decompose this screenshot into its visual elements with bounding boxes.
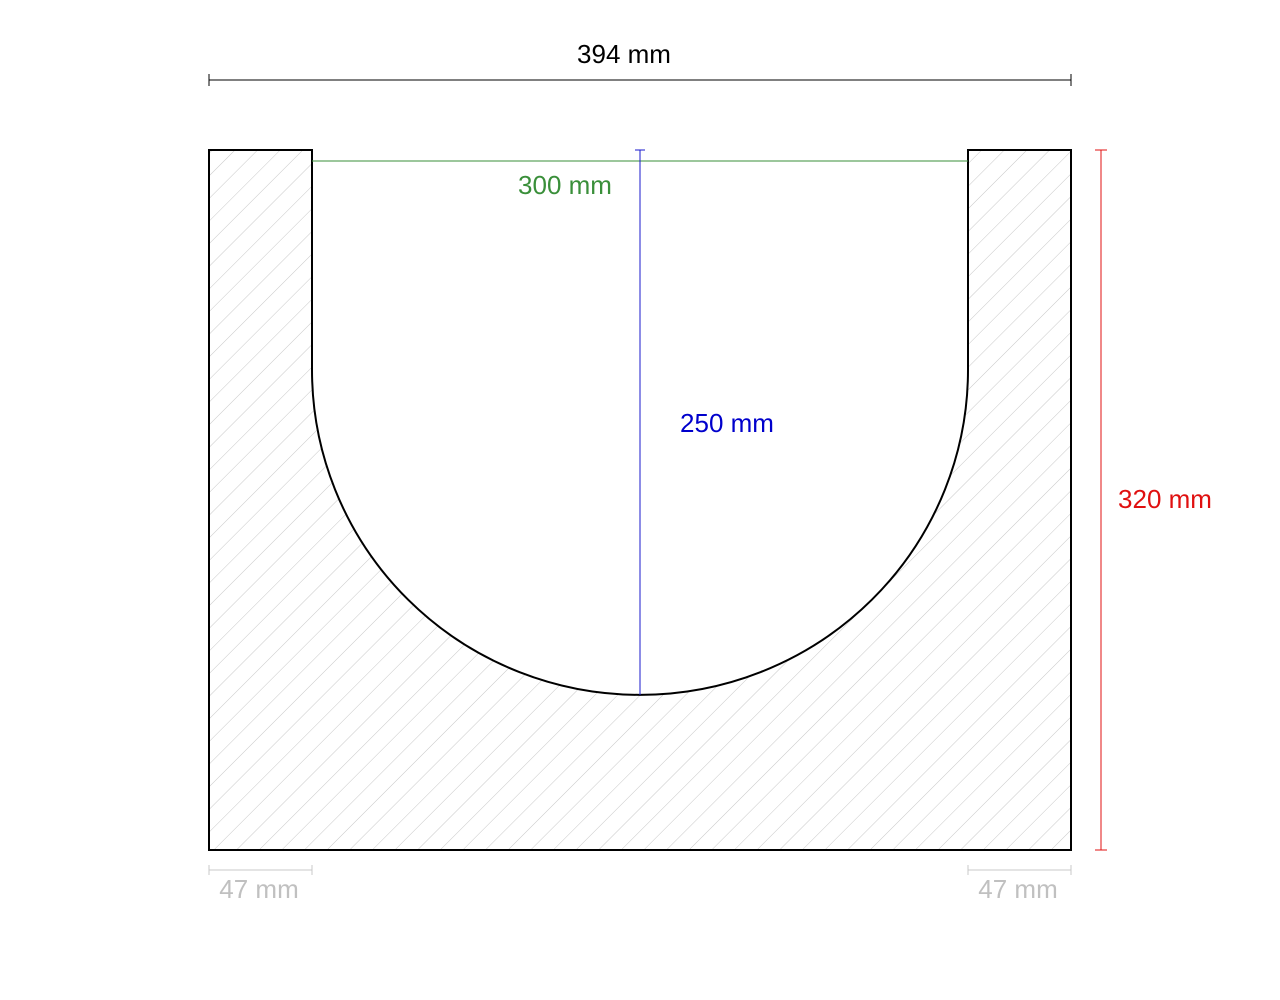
channel-section bbox=[208, 149, 1072, 851]
wall-thickness-dimensions bbox=[208, 865, 1072, 875]
channel-depth-dimension bbox=[635, 149, 645, 695]
left-wall-label: 47 mm bbox=[219, 874, 298, 904]
overall-height-label: 320 mm bbox=[1118, 484, 1212, 514]
overall-width-label: 394 mm bbox=[577, 39, 671, 69]
right-wall-label: 47 mm bbox=[978, 874, 1057, 904]
overall-height-dimension bbox=[1095, 149, 1107, 851]
channel-depth-label: 250 mm bbox=[680, 408, 774, 438]
overall-width-dimension bbox=[208, 74, 1072, 86]
opening-width-label: 300 mm bbox=[518, 170, 612, 200]
